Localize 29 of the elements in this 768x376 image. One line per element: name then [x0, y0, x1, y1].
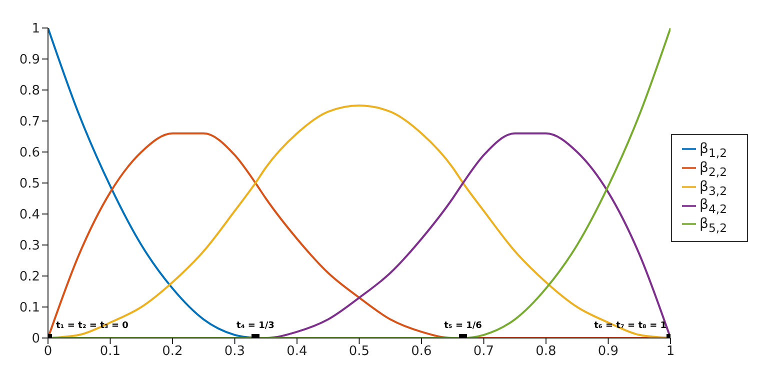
annotation: t₄ = 1/3 [236, 321, 274, 331]
y-tick-label: 0 [32, 332, 40, 347]
y-tick-label: 1 [32, 22, 40, 37]
x-tick-label: 0.9 [598, 344, 619, 360]
y-tick-label: 0.3 [19, 238, 40, 254]
y-tick-label: 0.7 [19, 114, 40, 130]
x-tick-label: 0.2 [162, 344, 183, 360]
legend-label: β$_{5,2}$ [700, 216, 727, 235]
x-tick-label: 0.7 [473, 344, 494, 360]
x-tick-label: 0.3 [224, 344, 246, 360]
x-tick-label: 0.1 [100, 344, 121, 360]
x-tick-label: 0 [44, 344, 52, 360]
x-tick-label: 0.5 [348, 344, 370, 360]
annotation: t₅ = 1/6 [444, 321, 482, 331]
y-tick-label: 0.4 [19, 208, 40, 223]
y-tick-label: 0.1 [19, 300, 40, 316]
legend-label: β$_{2,2}$ [700, 160, 727, 179]
x-tick-label: 0.8 [536, 344, 556, 360]
y-tick-label: 0.2 [19, 270, 40, 285]
legend-label: β$_{4,2}$ [700, 197, 727, 216]
x-tick-label: 0.6 [411, 344, 432, 360]
y-tick-label: 0.5 [19, 176, 40, 192]
y-tick-label: 0.9 [19, 52, 40, 68]
legend-label: β$_{3,2}$ [700, 178, 727, 198]
y-tick-label: 0.8 [19, 84, 40, 99]
legend-label: β$_{1,2}$ [700, 141, 727, 160]
y-tick-label: 0.6 [19, 146, 40, 161]
x-tick-label: 1 [666, 344, 675, 360]
x-tick-label: 0.4 [286, 344, 308, 360]
